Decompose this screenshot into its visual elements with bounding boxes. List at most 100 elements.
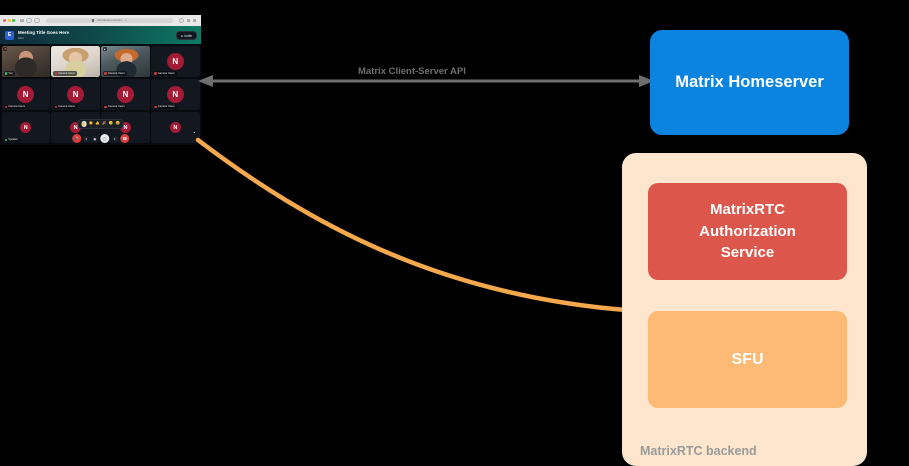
avatar: N <box>166 85 184 103</box>
leave-call-button[interactable]: ☎ <box>120 134 130 143</box>
invite-label: Invite <box>184 33 192 38</box>
table-row[interactable]: ■ Camera Users <box>101 45 150 78</box>
participant-name: Camera Users <box>58 72 75 76</box>
forward-arrow-icon[interactable] <box>34 17 40 24</box>
microphone-button[interactable]: 🎤 <box>71 134 81 143</box>
microphone-muted-icon <box>104 72 107 75</box>
reaction-smile-icon[interactable]: 🙂 <box>108 121 114 126</box>
browser-nav-icons[interactable] <box>20 17 40 24</box>
invite-icon: ● <box>180 33 183 38</box>
matrix-homeserver-label: Matrix Homeserver <box>675 73 824 91</box>
screenshare-options-button[interactable]: ▾ <box>111 135 118 142</box>
table-row[interactable]: N Camera Users <box>1 78 50 111</box>
element-logo-icon: E <box>5 30 14 40</box>
screenshare-button[interactable]: ◻ <box>100 134 110 143</box>
plus-icon[interactable]: + <box>124 18 127 22</box>
auth-label-line1: MatrixRTC <box>709 200 785 218</box>
participant-tile-grid: 📌 You Camera Users ■ Camera Users N <box>0 44 201 145</box>
maximize-window-button[interactable] <box>12 19 15 22</box>
participant-label: Camera Users <box>153 104 177 109</box>
address-bar[interactable]: call.element.io/room + <box>45 17 173 24</box>
meeting-info: Meeting Title Goes Here 10:1 <box>18 30 69 40</box>
participant-name: Camera Users <box>157 105 175 109</box>
screen-icon[interactable]: ■ <box>192 130 197 135</box>
avatar: N <box>20 122 32 134</box>
client-server-api-arrow <box>198 75 654 87</box>
microphone-icon <box>4 138 8 142</box>
microphone-muted-icon <box>4 105 8 108</box>
sidebar-icon[interactable] <box>20 18 24 23</box>
participant-name: Camera Users <box>108 72 125 76</box>
avatar: N <box>70 122 82 134</box>
screen-icon[interactable]: ■ <box>102 47 107 51</box>
table-row[interactable]: Camera Users <box>51 45 100 78</box>
matrixrtc-backend-label: MatrixRTC backend <box>640 444 757 458</box>
table-row[interactable]: N Camera Users <box>151 45 200 78</box>
reaction-laugh-icon[interactable]: 😂 <box>115 121 120 126</box>
client-server-api-label: Matrix Client-Server API <box>358 66 466 77</box>
participant-label: Camera Users <box>103 104 127 109</box>
participant-label: Camera Users <box>53 104 77 109</box>
raise-hand-icon[interactable]: ✋ <box>81 121 87 127</box>
matrixrtc-backend-container[interactable]: MatrixRTC Authorization Service SFU Matr… <box>622 153 867 466</box>
call-app-header: E Meeting Title Goes Here 10:1 ● Invite <box>0 26 201 44</box>
microphone-muted-icon <box>54 105 57 108</box>
meeting-title: Meeting Title Goes Here <box>18 30 70 35</box>
matrix-homeserver-node[interactable]: Matrix Homeserver <box>650 30 849 135</box>
browser-chrome: call.element.io/room + <box>0 15 201 26</box>
table-row[interactable]: N Camera Users <box>51 78 100 111</box>
avatar: N <box>166 52 184 70</box>
mic-options-button[interactable]: ▾ <box>83 135 90 142</box>
reaction-party-icon[interactable]: 🎉 <box>102 121 107 126</box>
matrixrtc-connection-curve <box>195 137 629 313</box>
table-row[interactable]: N Camera Users <box>151 78 200 111</box>
meeting-subtitle: 10:1 <box>18 36 24 40</box>
table-row[interactable]: N Camera Users <box>101 78 150 111</box>
reaction-bar[interactable]: ✋ 👏 👍 🎉 🙂 😂 <box>77 119 124 129</box>
reaction-clap-icon[interactable]: 👏 <box>88 121 94 126</box>
microphone-muted-icon <box>104 105 107 108</box>
share-icon[interactable] <box>178 17 184 24</box>
close-window-button[interactable] <box>3 19 6 22</box>
new-tab-icon[interactable] <box>192 18 196 23</box>
participant-label: Camera Users <box>53 71 77 76</box>
pin-icon[interactable]: 📌 <box>3 47 7 51</box>
matrixrtc-authorization-service-node[interactable]: MatrixRTC Authorization Service <box>648 183 847 280</box>
auth-label-line2: Authorization <box>699 222 796 240</box>
microphone-muted-icon <box>154 72 157 75</box>
lock-icon <box>91 19 94 22</box>
sfu-node[interactable]: SFU <box>648 311 847 408</box>
matrixrtc-authorization-service-label: MatrixRTC Authorization Service <box>699 199 796 264</box>
avatar: N <box>17 85 35 103</box>
browser-right-icons[interactable] <box>178 17 196 24</box>
minimize-window-button[interactable] <box>7 19 11 22</box>
microphone-muted-icon <box>54 72 57 75</box>
video-call-app-window[interactable]: call.element.io/room + E Meeting Title G… <box>0 15 201 145</box>
participant-name: Camera Users <box>157 72 175 76</box>
participant-label: Camera Users <box>103 71 127 76</box>
window-traffic-lights[interactable] <box>3 19 15 22</box>
participant-label: Speaker <box>3 137 20 142</box>
participant-name: Camera Users <box>108 105 125 109</box>
call-control-bar[interactable]: 🎤 ▾ ▣ ◻ ▾ ☎ <box>71 134 130 143</box>
back-arrow-icon[interactable] <box>26 17 32 24</box>
avatar: N <box>67 85 85 103</box>
participant-name: Camera Users <box>8 105 25 109</box>
camera-button[interactable]: ▣ <box>91 135 98 142</box>
microphone-icon <box>4 72 8 75</box>
reaction-thumbsup-icon[interactable]: 👍 <box>95 121 100 126</box>
avatar: N <box>116 85 134 103</box>
table-row[interactable]: N ■ <box>151 111 200 144</box>
table-row[interactable]: N Speaker <box>1 111 50 144</box>
avatar: N <box>169 122 181 134</box>
url-text: call.element.io/room <box>96 19 122 22</box>
avatar: N <box>119 122 131 134</box>
table-row[interactable]: 📌 You <box>1 45 50 78</box>
participant-name: Speaker <box>8 138 18 142</box>
participant-label: Camera Users <box>3 104 27 109</box>
participant-label: Camera Users <box>153 71 177 76</box>
participant-name: Camera Users <box>58 105 75 109</box>
tabs-icon[interactable] <box>186 18 190 23</box>
participant-name: You <box>8 72 13 76</box>
invite-button[interactable]: ● Invite <box>175 31 197 40</box>
